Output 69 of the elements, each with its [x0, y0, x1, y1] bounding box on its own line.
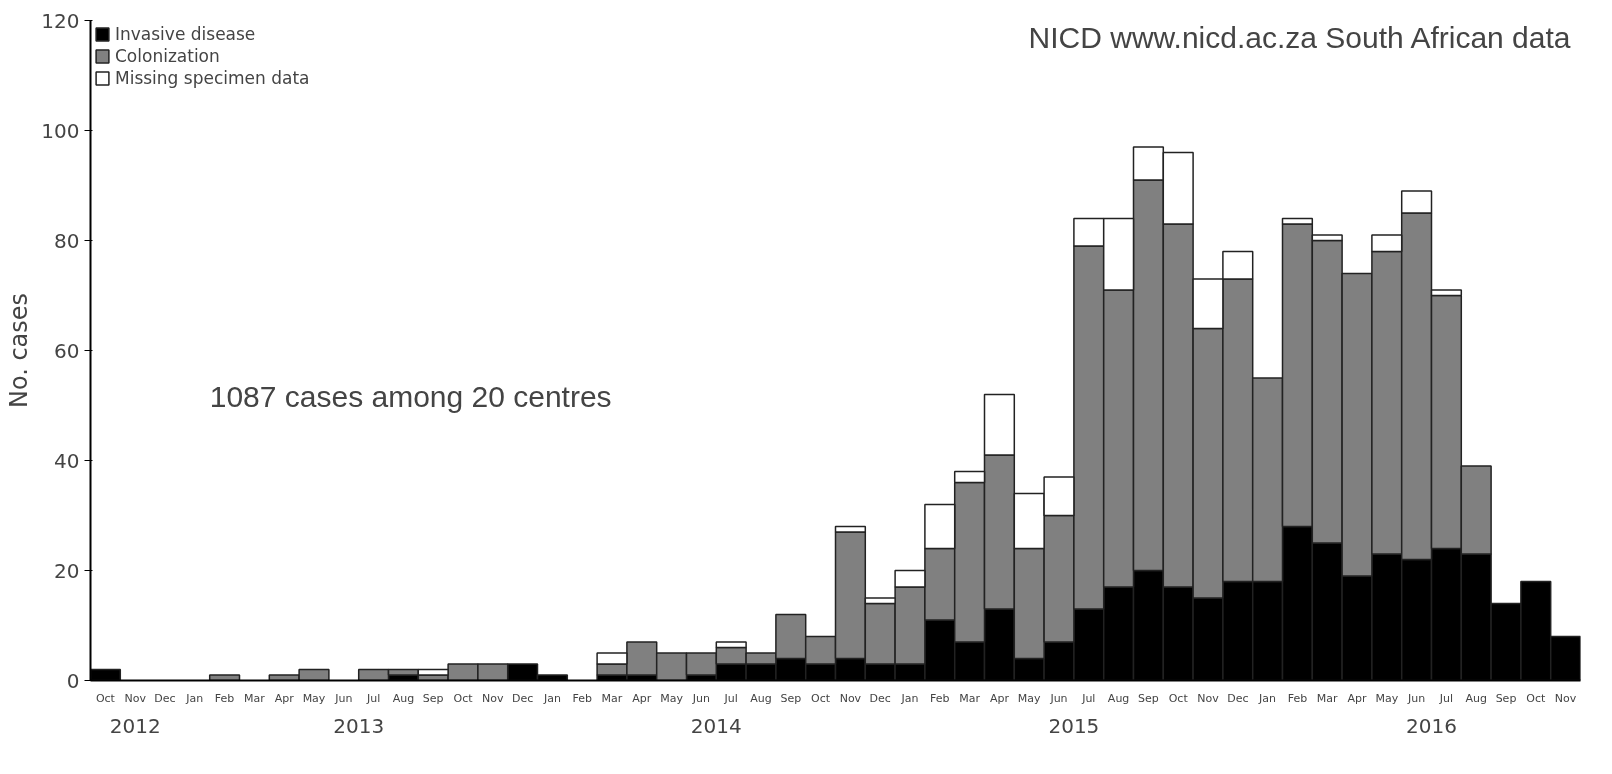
- x-tick-label: Oct: [1526, 691, 1546, 705]
- x-tick-label: Dec: [1227, 691, 1249, 705]
- x-tick-label: Jan: [542, 691, 561, 705]
- x-tick-label: May: [1017, 691, 1042, 705]
- x-tick-label: Jan: [900, 691, 919, 705]
- text: 2016: [1406, 713, 1457, 738]
- x-tick-label: Mar: [244, 691, 266, 705]
- x-tick-label: Jul: [1438, 691, 1454, 705]
- x-tick-label: Jan: [1258, 691, 1277, 705]
- y-tick-label: 0: [66, 668, 80, 693]
- x-tick-label: Nov: [839, 691, 862, 705]
- x-tick-label: Oct: [95, 691, 116, 705]
- x-tick-label: May: [302, 691, 326, 705]
- x-tick-label: Nov: [1554, 691, 1577, 705]
- x-tick-label: Mar: [1316, 691, 1339, 705]
- annotation: 1087 cases among 20 centres: [209, 380, 612, 414]
- y-tick-label: 120: [41, 8, 80, 33]
- legend-label: Missing specimen data: [115, 68, 310, 88]
- annotation: NICD www.nicd.ac.za South African data: [1028, 20, 1571, 54]
- y-tick-label: 80: [54, 228, 80, 253]
- x-tick-label: Dec: [869, 691, 891, 705]
- text: 2014: [690, 713, 742, 738]
- x-tick-label: Dec: [511, 691, 534, 705]
- x-tick-label: Sep: [1138, 691, 1159, 705]
- y-tick-label: 20: [54, 558, 80, 583]
- y-tick-label: 100: [41, 118, 80, 143]
- x-tick-label: Aug: [392, 691, 415, 705]
- legend-label: Colonization: [115, 46, 220, 66]
- x-tick-label: Aug: [1107, 691, 1130, 705]
- x-tick-label: Jun: [691, 691, 711, 705]
- x-tick-label: Apr: [989, 691, 1010, 705]
- x-tick-label: Jun: [334, 691, 353, 705]
- x-tick-label: Oct: [453, 691, 474, 705]
- x-tick-label: Aug: [750, 691, 772, 705]
- x-tick-label: Jan: [185, 691, 204, 705]
- x-tick-label: Apr: [1347, 691, 1367, 705]
- x-tick-label: Mar: [959, 691, 981, 705]
- x-tick-label: Jun: [1049, 691, 1068, 705]
- x-tick-label: Nov: [1197, 691, 1220, 705]
- x-tick-label: Aug: [1465, 691, 1487, 705]
- x-tick-label: Sep: [422, 691, 444, 705]
- x-tick-label: Oct: [1168, 691, 1189, 705]
- x-tick-label: Jul: [1081, 691, 1096, 705]
- x-tick-label: Oct: [811, 691, 831, 705]
- x-tick-label: May: [1375, 691, 1399, 705]
- x-tick-label: Nov: [482, 691, 505, 705]
- x-tick-label: Feb: [930, 691, 950, 705]
- x-tick-label: Feb: [1287, 691, 1308, 705]
- x-tick-label: Jun: [1407, 691, 1426, 705]
- x-tick-label: Apr: [274, 691, 295, 705]
- x-tick-label: Feb: [214, 691, 235, 705]
- x-tick-label: Nov: [124, 691, 147, 705]
- legend-label: Invasive disease: [115, 24, 256, 44]
- y-axis-title: No. cases: [5, 292, 34, 409]
- x-tick-label: Jul: [723, 691, 738, 705]
- x-tick-label: Feb: [572, 691, 592, 705]
- x-tick-label: May: [660, 691, 684, 705]
- x-tick-label: Sep: [780, 691, 802, 705]
- text: 2013: [333, 713, 385, 738]
- text: 2015: [1048, 713, 1100, 738]
- y-tick-label: 40: [54, 448, 80, 473]
- x-tick-label: Dec: [154, 691, 176, 705]
- y-tick-label: 60: [54, 338, 80, 363]
- bar: [208, 674, 241, 681]
- x-tick-label: Sep: [1495, 691, 1517, 705]
- x-tick-label: Jul: [365, 691, 381, 705]
- x-tick-label: Apr: [632, 691, 652, 705]
- text: 2012: [109, 713, 161, 738]
- x-tick-label: Mar: [601, 691, 623, 705]
